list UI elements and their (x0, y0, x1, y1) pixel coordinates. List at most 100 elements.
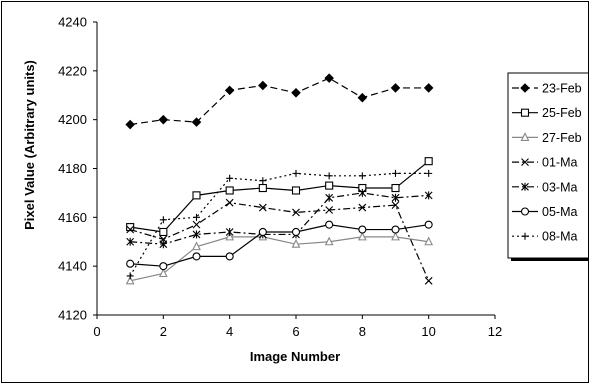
data-point (125, 119, 135, 130)
data-point (390, 83, 401, 93)
data-point (291, 186, 301, 195)
y-tick-label: 4180 (58, 161, 87, 176)
data-point (357, 92, 368, 103)
data-point (258, 203, 267, 212)
legend-marker (521, 158, 529, 166)
data-point (291, 88, 301, 98)
data-point (292, 208, 300, 217)
series-2 (125, 231, 434, 285)
series-line (130, 77, 429, 126)
series-line (129, 202, 430, 282)
data-point (392, 169, 399, 177)
legend-marker (521, 232, 529, 240)
data-point (126, 225, 135, 234)
data-point (358, 203, 367, 212)
x-tick-label: 2 (160, 324, 167, 339)
y-axis-title: Pixel Value (Arbitrary units) (22, 60, 37, 230)
data-point (325, 220, 334, 229)
legend-label: 25-Feb (542, 106, 582, 120)
x-tick-label: 4 (226, 324, 233, 339)
data-point (225, 198, 234, 207)
plot-area: 4120 4140 4160 4180 4200 4220 4240 0 2 4 6 8 10 12 (58, 15, 502, 340)
x-tick-label: 12 (488, 324, 502, 339)
data-point (424, 236, 434, 246)
y-tick-label: 4160 (58, 210, 87, 225)
data-point (324, 236, 334, 246)
data-point (225, 231, 235, 241)
y-tick-label: 4200 (58, 112, 87, 127)
series-1 (126, 157, 433, 237)
y-tick-label: 4140 (58, 259, 87, 274)
legend-marker (520, 132, 530, 141)
legend-label: 01-Ma (542, 156, 577, 170)
data-point (424, 191, 433, 200)
data-point (391, 225, 400, 234)
data-point (192, 252, 201, 261)
data-point (159, 216, 167, 224)
series-4 (126, 188, 433, 249)
data-point (159, 262, 168, 271)
series-line (130, 160, 430, 233)
data-point (358, 225, 367, 234)
data-point (291, 238, 301, 248)
data-point (391, 201, 400, 210)
legend-marker (520, 108, 530, 117)
data-point (391, 193, 400, 202)
data-point (226, 174, 234, 182)
legend-label: 08-Ma (542, 230, 577, 244)
x-tick-label: 10 (421, 324, 435, 339)
series-line (130, 236, 429, 282)
data-point (193, 213, 200, 221)
data-point (192, 241, 201, 251)
data-point (126, 272, 134, 280)
data-point (357, 231, 367, 241)
data-point (159, 227, 168, 237)
data-point (258, 227, 267, 237)
data-point (325, 181, 334, 190)
data-point (325, 172, 333, 180)
data-point (324, 73, 334, 83)
legend: 23-Feb 25-Feb 27-Feb 01-Ma 03-Ma 05-Ma 08-Ma (507, 72, 591, 261)
legend-marker (520, 83, 530, 93)
x-tick-label: 0 (93, 324, 100, 339)
series-line (130, 192, 429, 245)
data-point (424, 157, 433, 166)
series-line (129, 172, 429, 277)
data-point (225, 227, 234, 236)
data-point (325, 206, 334, 214)
data-point (192, 191, 201, 200)
y-tick-label: 4240 (58, 15, 87, 30)
data-point (159, 240, 168, 249)
data-point (126, 223, 135, 232)
x-axis-title: Image Number (250, 349, 340, 364)
data-point (292, 169, 300, 177)
data-point (391, 231, 400, 241)
data-point (325, 193, 334, 202)
data-point (158, 268, 168, 278)
series-0 (125, 73, 434, 130)
data-point (191, 117, 202, 127)
data-point (358, 172, 366, 180)
legend-marker (521, 182, 529, 191)
data-point (259, 177, 267, 185)
y-tick-label: 4220 (58, 63, 87, 78)
data-point (225, 186, 234, 195)
data-point (126, 237, 135, 246)
series-3 (126, 198, 433, 285)
data-point (424, 276, 433, 285)
x-tick-label: 6 (292, 324, 299, 339)
data-point (125, 275, 135, 285)
series-5 (126, 220, 433, 271)
data-point (224, 85, 235, 96)
legend-label: 03-Ma (542, 180, 577, 194)
data-point (258, 183, 267, 193)
data-point (391, 183, 400, 193)
x-tick-label: 8 (359, 324, 366, 339)
data-point (291, 227, 301, 237)
series-6 (126, 169, 433, 280)
data-point (158, 114, 169, 125)
data-point (423, 83, 434, 93)
y-tick-label: 4120 (58, 308, 87, 323)
line-chart: 4120 4140 4160 4180 4200 4220 4240 0 2 4 6 8 10 12 Pi… (22, 15, 591, 364)
